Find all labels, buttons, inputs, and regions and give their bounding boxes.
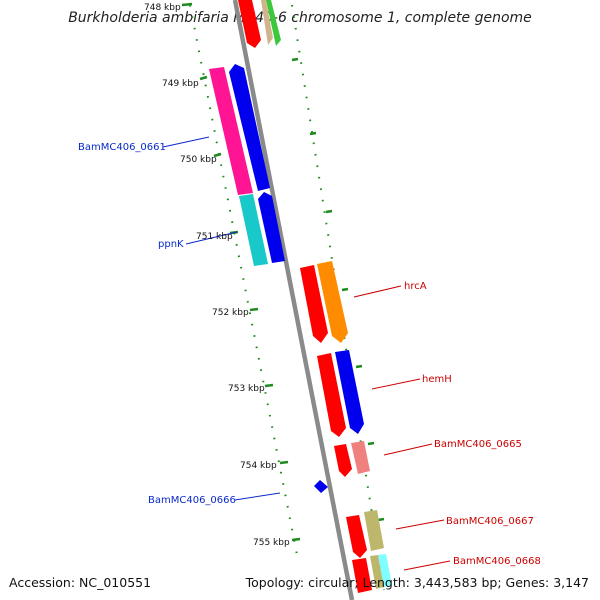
- gene-arrow: [261, 0, 273, 45]
- gene-arrow: [314, 480, 328, 493]
- tick-mark: [341, 287, 349, 292]
- gene-arrow: [266, 0, 281, 46]
- gene-arrow: [229, 64, 270, 191]
- tick-mark: [213, 152, 222, 158]
- genome-summary-text: Topology: circular; Length: 3,443,583 bp…: [245, 575, 589, 590]
- tick-labels: 748 kbp 749 kbp 750 kbp 751 kbp 752 kbp …: [144, 3, 290, 548]
- tick-mark: [199, 75, 208, 81]
- tick-label: 755 kbp: [253, 538, 290, 548]
- leader-line: [395, 519, 445, 530]
- gene-label[interactable]: hrcA: [404, 281, 427, 292]
- gene-arrow: [378, 554, 392, 587]
- leader-line: [162, 136, 210, 148]
- accession-text: Accession: NC_010551: [9, 575, 152, 590]
- gene-label[interactable]: BamMC406_0661: [78, 142, 166, 153]
- gene-arrow: [317, 261, 348, 343]
- map-title: Burkholderia ambifaria MC40-6 chromosome…: [68, 10, 532, 26]
- dotted-tracks: [189, 4, 385, 591]
- tick-marks: [181, 2, 385, 542]
- tick-mark: [309, 131, 317, 136]
- tick-mark: [181, 2, 193, 7]
- inner-dotted-track: [189, 4, 299, 561]
- tick-mark: [279, 460, 289, 465]
- minus-strand-genes: [209, 64, 328, 493]
- gene-arrow: [334, 444, 352, 477]
- leader-line: [371, 378, 421, 390]
- tick-mark: [264, 383, 274, 388]
- leader-line: [234, 492, 281, 501]
- gene-arrow: [209, 67, 253, 195]
- leader-line: [185, 231, 238, 245]
- gene-arrow: [300, 265, 328, 343]
- tick-label: 751 kbp: [196, 232, 233, 242]
- gene-arrow: [346, 515, 367, 558]
- tick-label: 753 kbp: [228, 384, 265, 394]
- gene-label[interactable]: BamMC406_0667: [446, 516, 534, 527]
- tick-mark: [325, 209, 333, 214]
- gene-arrow: [364, 510, 384, 551]
- gene-label[interactable]: hemH: [422, 374, 452, 385]
- gene-arrow: [351, 441, 370, 474]
- tick-mark: [377, 517, 385, 522]
- gene-label[interactable]: BamMC406_0666: [148, 495, 236, 506]
- gene-arrow: [335, 350, 364, 434]
- tick-mark: [249, 307, 259, 312]
- top-genes: [238, 0, 281, 48]
- gene-label[interactable]: ppnK: [158, 239, 184, 250]
- chromosome-backbone: [232, 0, 355, 600]
- gene-arrow: [317, 353, 346, 437]
- gene-arrow: [238, 0, 261, 48]
- tick-mark: [367, 441, 375, 446]
- tick-label: 752 kbp: [212, 308, 249, 318]
- leader-line: [383, 443, 433, 456]
- tick-label: 749 kbp: [162, 79, 199, 89]
- gene-label[interactable]: BamMC406_0668: [453, 556, 541, 567]
- tick-label: 754 kbp: [240, 461, 277, 471]
- gene-arrow: [370, 555, 384, 589]
- tick-mark: [291, 537, 301, 542]
- gene-arrow: [239, 194, 268, 266]
- tick-label: 750 kbp: [180, 155, 217, 165]
- tick-mark: [291, 57, 299, 62]
- gene-labels[interactable]: BamMC406_0661 ppnK hrcA hemH BamMC406_06…: [78, 142, 541, 567]
- tick-mark: [355, 364, 363, 369]
- tick-label: 748 kbp: [144, 3, 181, 13]
- plus-strand-genes: [300, 261, 392, 593]
- gene-label[interactable]: BamMC406_0665: [434, 439, 522, 450]
- leader-lines: [162, 136, 451, 571]
- gene-arrow: [352, 558, 372, 593]
- leader-line: [353, 285, 402, 298]
- leader-line: [403, 560, 451, 571]
- gene-arrow: [258, 192, 285, 263]
